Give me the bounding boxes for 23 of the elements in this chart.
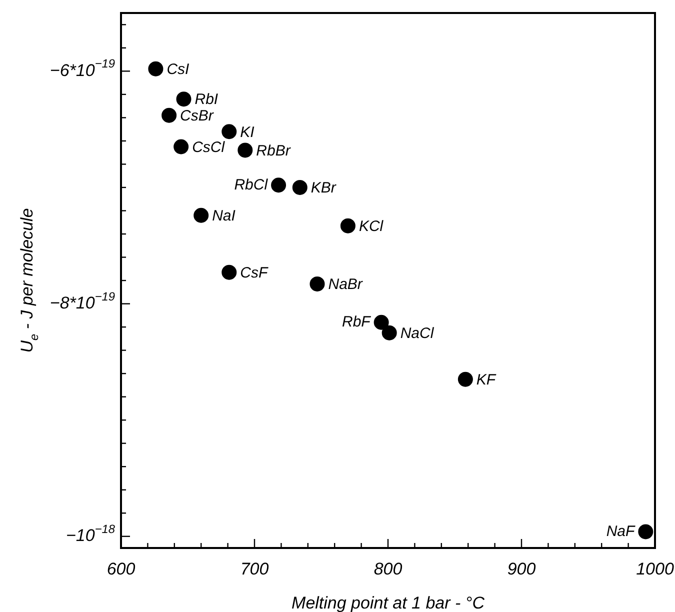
annotation: KI <box>240 124 254 141</box>
annotation: RbCl <box>234 176 268 194</box>
annotation: CsCl <box>192 138 226 156</box>
x-tick-label: 600 <box>106 560 136 579</box>
annotation: KBr <box>310 180 337 197</box>
annotation: NaI <box>212 208 236 225</box>
annotation: RbF <box>342 314 372 331</box>
annotation: NaCl <box>400 325 434 342</box>
annotation: CsBr <box>180 108 214 125</box>
x-tick-label: 800 <box>374 560 403 579</box>
annotation: NaBr <box>328 276 364 294</box>
annotation: NaF <box>606 522 636 540</box>
annotation: RbBr <box>256 142 292 160</box>
x-tick-label: 700 <box>240 560 270 579</box>
annotation: CsI <box>166 61 190 78</box>
x-tick-label: 1000 <box>636 560 674 579</box>
annotation: KCl <box>358 218 384 236</box>
annotation: CsF <box>240 264 268 282</box>
y-axis-title: Ue - J per molecule <box>18 208 42 353</box>
annotation: KF <box>476 372 496 389</box>
x-axis-title: Melting point at 1 bar - °C <box>292 594 486 612</box>
x-tick-label: 900 <box>507 560 536 579</box>
annotation: RbI <box>194 91 218 108</box>
